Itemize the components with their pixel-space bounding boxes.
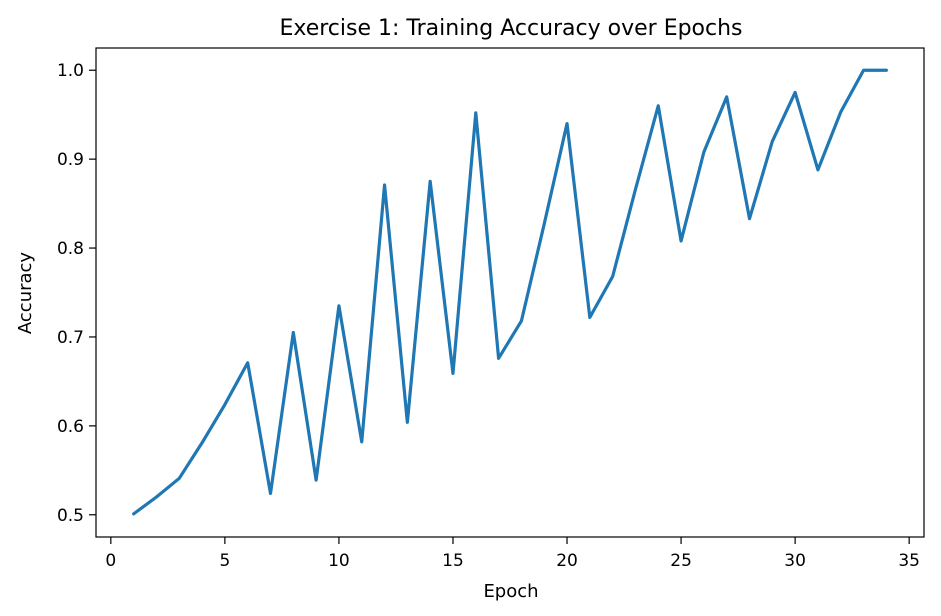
y-tick-label: 1.0 <box>57 61 84 81</box>
y-tick-label: 0.5 <box>57 506 84 526</box>
accuracy-line <box>132 68 888 516</box>
y-axis: 0.5 0.6 0.7 0.8 0.9 1.0 <box>57 61 96 526</box>
y-tick-label: 0.6 <box>57 417 84 437</box>
x-axis-label: Epoch <box>483 581 538 602</box>
x-tick-label: 5 <box>219 551 230 571</box>
x-tick-label: 30 <box>784 551 806 571</box>
plot-frame <box>95 47 925 538</box>
x-tick-label: 0 <box>105 551 116 571</box>
x-tick-label: 35 <box>898 551 920 571</box>
chart-title: Exercise 1: Training Accuracy over Epoch… <box>279 16 742 41</box>
y-tick-label: 0.8 <box>57 239 84 259</box>
y-tick-label: 0.7 <box>57 328 84 348</box>
y-axis-label: Accuracy <box>15 252 36 335</box>
x-tick-label: 10 <box>328 551 350 571</box>
x-tick-label: 20 <box>556 551 578 571</box>
x-axis: 0 5 10 15 20 25 30 35 <box>105 537 920 571</box>
x-tick-label: 25 <box>670 551 692 571</box>
x-tick-label: 15 <box>442 551 464 571</box>
y-tick-label: 0.9 <box>57 150 84 170</box>
plot-area <box>95 47 925 538</box>
